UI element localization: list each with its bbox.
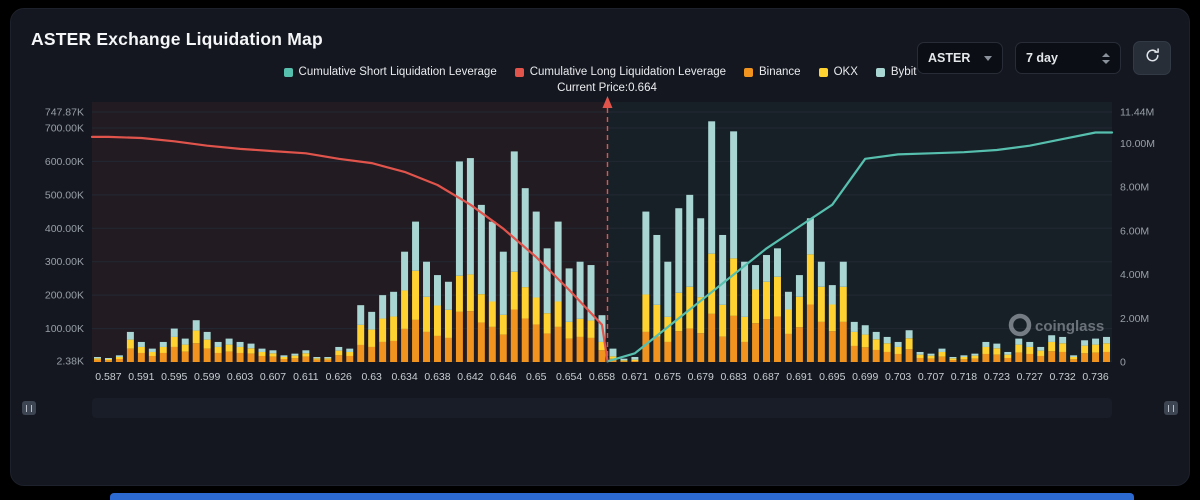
- page-title: ASTER Exchange Liquidation Map: [31, 29, 323, 49]
- svg-text:0.642: 0.642: [457, 371, 483, 383]
- svg-text:0.634: 0.634: [391, 371, 417, 383]
- svg-text:0.658: 0.658: [589, 371, 615, 383]
- bottom-accent-bar: [110, 493, 1134, 500]
- okx-swatch-icon: [818, 67, 828, 77]
- svg-text:4.00M: 4.00M: [1120, 269, 1149, 281]
- coinglass-watermark: coinglass: [1008, 313, 1104, 337]
- bybit-swatch-icon: [875, 67, 885, 77]
- svg-text:0.727: 0.727: [1017, 371, 1043, 383]
- chevron-down-icon: [984, 55, 992, 61]
- svg-text:0.703: 0.703: [885, 371, 911, 383]
- legend-item-bybit[interactable]: Bybit: [875, 66, 917, 78]
- header-controls: ASTER 7 day: [917, 41, 1171, 75]
- svg-text:300.00K: 300.00K: [45, 256, 84, 268]
- svg-text:0.603: 0.603: [227, 371, 253, 383]
- svg-text:747.87K: 747.87K: [45, 107, 84, 119]
- legend-item-cumulative-long[interactable]: Cumulative Long Liquidation Leverage: [514, 66, 727, 78]
- current-price-arrow-icon: [602, 96, 613, 108]
- long-leverage-swatch-icon: [514, 67, 524, 77]
- svg-text:0.707: 0.707: [918, 371, 944, 383]
- symbol-select-value: ASTER: [928, 51, 971, 65]
- binance-swatch-icon: [744, 67, 754, 77]
- svg-text:200.00K: 200.00K: [45, 290, 84, 302]
- svg-text:0.646: 0.646: [490, 371, 516, 383]
- legend-label: Cumulative Long Liquidation Leverage: [529, 66, 727, 78]
- svg-text:500.00K: 500.00K: [45, 189, 84, 201]
- svg-text:400.00K: 400.00K: [45, 223, 84, 235]
- svg-text:2.38K: 2.38K: [57, 356, 84, 368]
- svg-text:6.00M: 6.00M: [1120, 225, 1149, 237]
- short-leverage-swatch-icon: [283, 67, 293, 77]
- svg-text:0.638: 0.638: [424, 371, 450, 383]
- bars-layer: [94, 121, 1110, 362]
- svg-text:0: 0: [1120, 357, 1126, 369]
- svg-text:0.723: 0.723: [984, 371, 1010, 383]
- svg-text:0.695: 0.695: [819, 371, 845, 383]
- svg-text:0.654: 0.654: [556, 371, 582, 383]
- svg-text:0.611: 0.611: [293, 371, 319, 383]
- svg-text:0.675: 0.675: [655, 371, 681, 383]
- svg-text:600.00K: 600.00K: [45, 156, 84, 168]
- svg-text:0.736: 0.736: [1082, 371, 1108, 383]
- svg-text:11.44M: 11.44M: [1120, 107, 1154, 119]
- spinner-arrows-icon: [1102, 52, 1110, 64]
- svg-text:0.732: 0.732: [1050, 371, 1076, 383]
- chart-legend: Cumulative Short Liquidation Leverage Cu…: [11, 66, 1189, 78]
- svg-text:0.65: 0.65: [526, 371, 547, 383]
- svg-text:coinglass: coinglass: [1035, 318, 1104, 335]
- svg-text:0.683: 0.683: [720, 371, 746, 383]
- period-select-value: 7 day: [1026, 51, 1058, 65]
- legend-label: Binance: [759, 66, 801, 78]
- svg-text:0.587: 0.587: [95, 371, 121, 383]
- liquidation-map-card: ASTER Exchange Liquidation Map ASTER 7 d…: [10, 8, 1190, 486]
- svg-text:100.00K: 100.00K: [45, 323, 84, 335]
- legend-label: OKX: [833, 66, 858, 78]
- Cumulative Short Liquidation Leverage: [606, 131, 1114, 363]
- svg-text:0.607: 0.607: [260, 371, 286, 383]
- svg-text:0.595: 0.595: [161, 371, 187, 383]
- legend-item-binance[interactable]: Binance: [744, 66, 801, 78]
- svg-text:0.679: 0.679: [688, 371, 714, 383]
- svg-text:0.691: 0.691: [786, 371, 812, 383]
- legend-item-cumulative-short[interactable]: Cumulative Short Liquidation Leverage: [283, 66, 497, 78]
- refresh-button[interactable]: [1133, 41, 1171, 75]
- liquidation-chart[interactable]: 747.87K 700.00K 600.00K 500.00K 400.00K 300.0…: [20, 96, 1180, 392]
- current-price-label: Current Price:0.664: [557, 82, 657, 94]
- long-zone-tint: [92, 102, 608, 362]
- svg-text:10.00M: 10.00M: [1120, 138, 1155, 150]
- legend-item-okx[interactable]: OKX: [818, 66, 858, 78]
- symbol-select[interactable]: ASTER: [917, 42, 1003, 74]
- legend-label: Cumulative Short Liquidation Leverage: [298, 66, 497, 78]
- svg-text:0.626: 0.626: [326, 371, 352, 383]
- chart-navigator: [20, 398, 1180, 418]
- legend-label: Bybit: [890, 66, 917, 78]
- svg-text:0.591: 0.591: [128, 371, 154, 383]
- svg-text:0.63: 0.63: [361, 371, 382, 383]
- svg-text:0.699: 0.699: [852, 371, 878, 383]
- svg-text:0.687: 0.687: [753, 371, 779, 383]
- svg-text:0.599: 0.599: [194, 371, 220, 383]
- Cumulative Long Liquidation Leverage: [90, 135, 609, 363]
- svg-text:0.718: 0.718: [951, 371, 977, 383]
- navigator-track[interactable]: [92, 398, 1112, 418]
- resize-grip-icon: [1168, 404, 1174, 412]
- period-select[interactable]: 7 day: [1015, 42, 1121, 74]
- svg-text:8.00M: 8.00M: [1120, 182, 1149, 194]
- navigator-right-handle[interactable]: [1164, 401, 1178, 415]
- svg-text:0.671: 0.671: [622, 371, 648, 383]
- resize-grip-icon: [26, 404, 32, 412]
- refresh-icon: [1144, 47, 1161, 69]
- navigator-left-handle[interactable]: [22, 401, 36, 415]
- card-header: ASTER Exchange Liquidation Map: [11, 9, 1189, 50]
- svg-text:700.00K: 700.00K: [45, 123, 84, 135]
- svg-text:2.00M: 2.00M: [1120, 313, 1149, 325]
